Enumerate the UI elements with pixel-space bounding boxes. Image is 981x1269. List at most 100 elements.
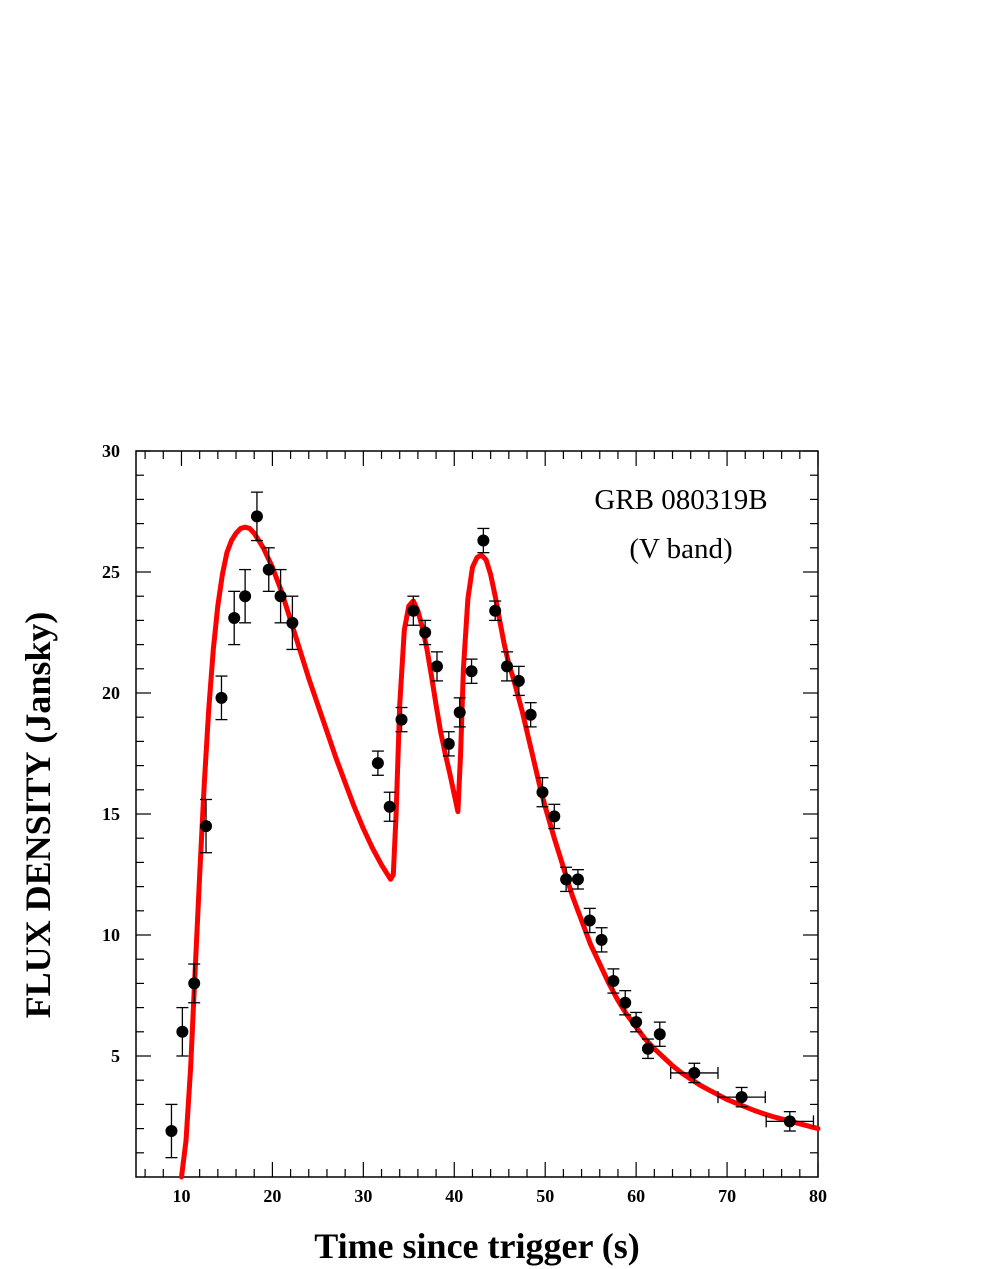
x-tick-label: 50 [536, 1186, 554, 1206]
data-marker [407, 604, 420, 617]
data-marker [383, 800, 396, 813]
model-curve [179, 524, 821, 1180]
data-point [607, 968, 620, 994]
y-tick-label: 5 [111, 1046, 120, 1066]
x-tick-label: 80 [809, 1186, 827, 1206]
data-point [765, 1111, 815, 1132]
data-marker [239, 590, 252, 603]
data-point [619, 990, 632, 1016]
data-point [165, 1103, 178, 1159]
data-marker [653, 1028, 666, 1041]
data-marker [286, 616, 299, 629]
data-point [453, 697, 466, 728]
model-curve-layer [179, 524, 821, 1180]
data-point [286, 595, 299, 651]
data-point [536, 777, 549, 808]
data-point [501, 651, 514, 682]
data-marker [688, 1066, 701, 1079]
data-point [465, 658, 478, 684]
data-point [489, 600, 502, 622]
data-marker [548, 810, 561, 823]
data-marker [442, 737, 455, 750]
tick-labels: 10 20 30 40 50 60 70 80 5 10 15 20 25 30 [102, 441, 827, 1206]
x-tick-label: 70 [718, 1186, 736, 1206]
data-marker [560, 873, 573, 886]
data-marker [453, 706, 466, 719]
data-point [239, 568, 252, 624]
x-axis-title: Time since trigger (s) [314, 1226, 640, 1266]
data-marker [512, 674, 525, 687]
data-point [395, 706, 408, 733]
data-point [250, 491, 263, 542]
x-tick-label: 10 [172, 1186, 190, 1206]
y-tick-label: 20 [102, 683, 120, 703]
data-marker [607, 974, 620, 987]
data-point [176, 1006, 189, 1057]
data-point [477, 527, 490, 554]
x-tick-label: 20 [263, 1186, 281, 1206]
data-point [512, 665, 525, 697]
data-marker [571, 873, 584, 886]
data-point [560, 866, 573, 893]
data-point [717, 1086, 766, 1108]
data-marker [188, 977, 201, 990]
data-point [274, 568, 287, 624]
data-marker [735, 1091, 748, 1104]
data-marker [200, 820, 213, 833]
data-marker [477, 534, 490, 547]
x-tick-label: 60 [627, 1186, 645, 1206]
data-marker [536, 786, 549, 799]
y-tick-label: 10 [102, 925, 120, 945]
data-point [215, 675, 228, 721]
data-point [571, 869, 584, 890]
data-point [200, 798, 213, 854]
data-point [548, 803, 561, 830]
data-point [383, 791, 396, 822]
data-point [419, 619, 432, 646]
data-marker [595, 933, 608, 946]
data-marker [228, 611, 241, 624]
data-marker [524, 708, 537, 721]
data-point [630, 1011, 643, 1033]
data-points-layer [165, 491, 815, 1159]
axis-ticks [136, 450, 819, 1177]
data-marker [176, 1025, 189, 1038]
data-marker [250, 510, 263, 523]
x-tick-label: 30 [354, 1186, 372, 1206]
data-marker [419, 626, 432, 639]
data-marker [215, 691, 228, 704]
data-marker [262, 563, 275, 576]
data-point [430, 651, 443, 682]
data-marker [465, 665, 478, 678]
data-marker [165, 1125, 178, 1138]
data-point [407, 595, 420, 626]
data-point [524, 702, 537, 728]
data-marker [274, 590, 287, 603]
data-marker [371, 757, 384, 770]
data-point [188, 963, 201, 1004]
y-tick-label: 25 [102, 562, 120, 582]
y-tick-label: 30 [102, 441, 120, 461]
data-point [641, 1038, 654, 1060]
annotation-line-1: GRB 080319B [594, 484, 767, 516]
data-point [670, 1062, 719, 1084]
data-point [262, 547, 275, 593]
x-tick-label: 40 [445, 1186, 463, 1206]
data-point [595, 927, 608, 953]
data-marker [583, 914, 596, 927]
y-axis-title: FLUX DENSITY (Jansky) [18, 612, 58, 1019]
data-marker [641, 1042, 654, 1055]
y-tick-label: 15 [102, 804, 120, 824]
data-marker [489, 604, 502, 617]
data-marker [630, 1016, 643, 1029]
data-marker [783, 1115, 796, 1128]
annotation-line-2: (V band) [629, 533, 732, 565]
data-marker [395, 713, 408, 726]
data-point [442, 731, 455, 757]
data-marker [619, 996, 632, 1009]
data-point [583, 907, 596, 934]
data-point [653, 1021, 666, 1047]
data-point [228, 590, 241, 646]
data-point [371, 750, 384, 776]
